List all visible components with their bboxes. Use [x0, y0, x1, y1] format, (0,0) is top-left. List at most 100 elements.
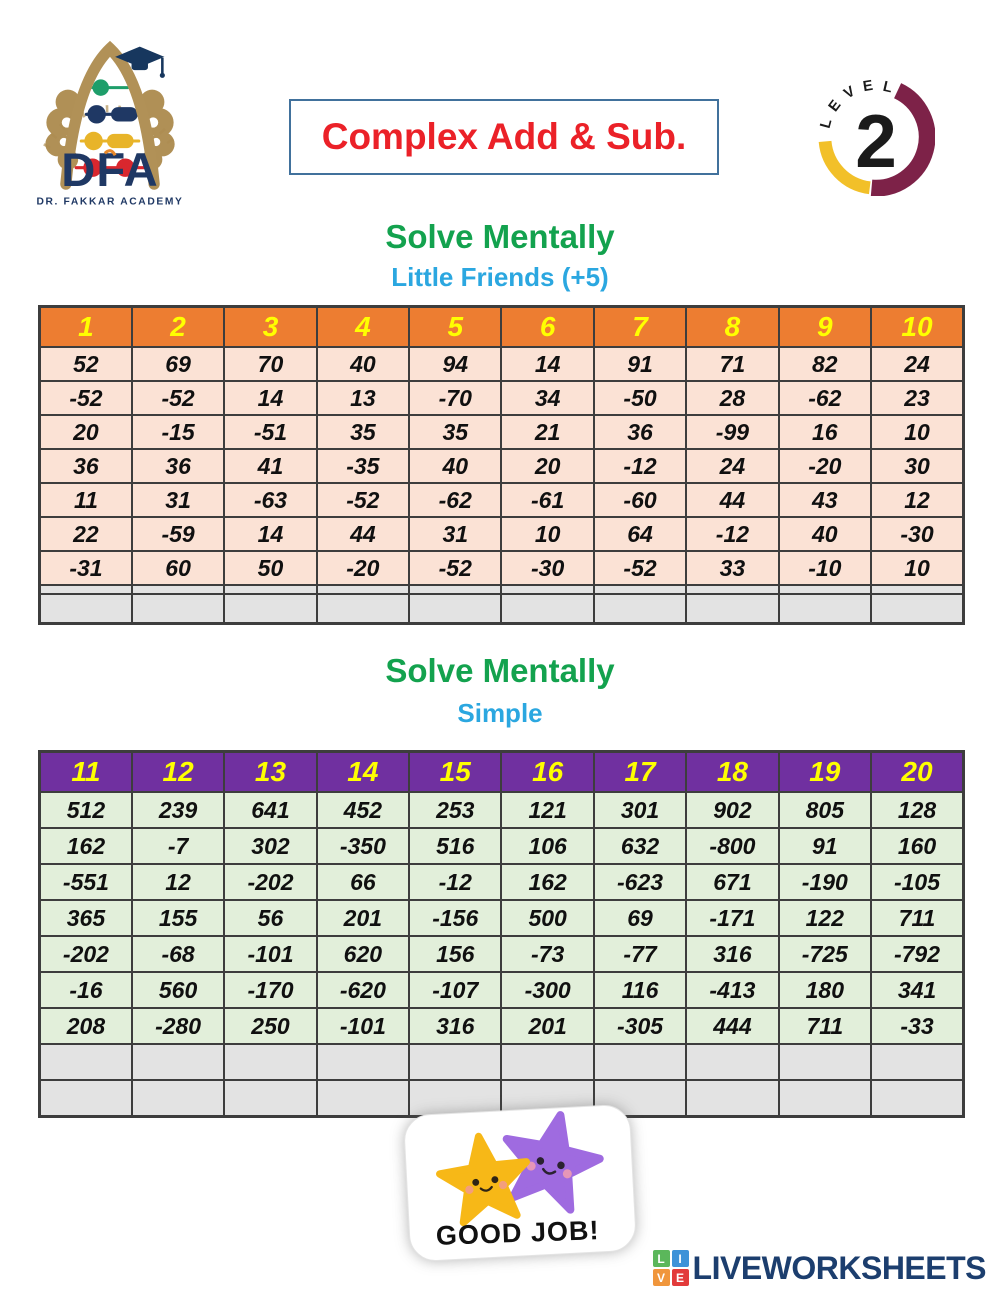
column-header: 5: [408, 305, 503, 348]
column-header: 11: [38, 750, 133, 793]
table-row: 22 -59 14 44 31 10 64 -12 40 -30: [38, 516, 965, 552]
number-cell: 106: [500, 827, 595, 865]
number-cell: 156: [408, 935, 503, 973]
answer-cell[interactable]: [38, 593, 133, 625]
answer-cell[interactable]: [315, 593, 411, 625]
number-cell: 71: [685, 346, 780, 382]
number-cell: 560: [130, 971, 226, 1009]
number-cell: 31: [130, 482, 226, 518]
answer-cell[interactable]: [130, 1079, 226, 1118]
number-cell: 12: [870, 482, 965, 518]
number-cell: 500: [500, 899, 595, 937]
number-cell: 44: [315, 516, 411, 552]
answer-cell[interactable]: [870, 1079, 965, 1118]
answer-cell[interactable]: [500, 593, 595, 625]
number-cell: -300: [500, 971, 595, 1009]
number-cell: -800: [685, 827, 780, 865]
answer-cell[interactable]: [685, 1079, 780, 1118]
badge-letter: E: [826, 97, 845, 115]
answer-cell[interactable]: [223, 1079, 318, 1118]
column-header: 1: [38, 305, 133, 348]
column-header: 15: [408, 750, 503, 793]
number-cell: -20: [777, 448, 873, 484]
worksheet-title-box: Complex Add & Sub.: [289, 99, 719, 175]
number-cell: -61: [500, 482, 595, 518]
answer-cell[interactable]: [777, 593, 873, 625]
good-job-sticker: GOOD JOB!: [397, 1100, 643, 1268]
number-cell: -12: [592, 448, 688, 484]
number-cell: -20: [315, 550, 411, 586]
liveworksheets-grid-icon: L I V E: [652, 1250, 689, 1286]
number-cell: -31: [38, 550, 133, 586]
number-cell: -10: [777, 550, 873, 586]
logo-subtitle-text: DR. FAKKAR ACADEMY: [36, 197, 183, 208]
table-row: 52 69 70 40 94 14 91 71 82 24: [38, 346, 965, 382]
number-cell: 36: [130, 448, 226, 484]
number-cell: -30: [870, 516, 965, 552]
number-cell: -12: [408, 863, 503, 901]
column-header: 2: [130, 305, 226, 348]
grid-letter: E: [671, 1269, 689, 1286]
answer-cell[interactable]: [223, 593, 318, 625]
number-cell: -725: [777, 935, 873, 973]
answer-cell[interactable]: [38, 1079, 133, 1118]
sticker-text: GOOD JOB!: [435, 1215, 599, 1251]
number-cell: -52: [38, 380, 133, 416]
dfa-logo-icon: DFA DR. FAKKAR ACADEMY: [36, 40, 183, 208]
answer-cell[interactable]: [870, 593, 965, 625]
table-simple: 11 12 13 14 15 16 17 18 19 20 512 239 641 452 253 121 3…: [38, 750, 965, 1118]
answer-cell[interactable]: [130, 593, 226, 625]
logo-brand-text: DFA: [61, 144, 158, 197]
answer-cell[interactable]: [408, 1079, 503, 1118]
column-header: 17: [592, 750, 688, 793]
number-cell: 40: [315, 346, 411, 382]
number-cell: 302: [223, 827, 318, 865]
column-header: 8: [685, 305, 780, 348]
column-header: 7: [592, 305, 688, 348]
grid-letter: L: [652, 1250, 670, 1267]
number-cell: -190: [777, 863, 873, 901]
answer-cell[interactable]: [685, 593, 780, 625]
number-cell: 10: [870, 550, 965, 586]
number-cell: 444: [685, 1007, 780, 1045]
answer-strip: [38, 584, 965, 595]
number-cell: 50: [223, 550, 318, 586]
number-cell: -792: [870, 935, 965, 973]
number-cell: 23: [870, 380, 965, 416]
number-cell: 70: [223, 346, 318, 382]
answer-cell[interactable]: [408, 593, 503, 625]
number-cell: -202: [223, 863, 318, 901]
number-cell: 239: [130, 791, 226, 829]
table-row: 36 36 41 -35 40 20 -12 24 -20 30: [38, 448, 965, 484]
number-cell: -7: [130, 827, 226, 865]
number-cell: 253: [408, 791, 503, 829]
number-cell: 250: [223, 1007, 318, 1045]
yellow-star-icon: [435, 1130, 533, 1225]
number-cell: 14: [500, 346, 595, 382]
number-cell: 94: [408, 346, 503, 382]
answer-cell[interactable]: [315, 1079, 411, 1118]
number-cell: 41: [223, 448, 318, 484]
number-cell: 22: [38, 516, 133, 552]
table-row: -31 60 50 -20 -52 -30 -52 33 -10 10: [38, 550, 965, 586]
answer-strip-cell: [315, 584, 411, 595]
number-cell: -101: [223, 935, 318, 973]
number-cell: -68: [130, 935, 226, 973]
answer-cell[interactable]: [777, 1079, 873, 1118]
number-cell: -623: [592, 863, 688, 901]
number-cell: 711: [777, 1007, 873, 1045]
table-row: -16 560 -170 -620 -107 -300 116 -413 180 341: [38, 971, 965, 1009]
section1-heading: Solve Mentally: [385, 218, 615, 255]
number-cell: -551: [38, 863, 133, 901]
number-cell: -50: [592, 380, 688, 416]
number-cell: 40: [408, 448, 503, 484]
number-cell: 30: [870, 448, 965, 484]
number-cell: 24: [870, 346, 965, 382]
badge-letter: L: [818, 117, 836, 130]
answer-strip-cell: [315, 1043, 411, 1081]
grid-letter: I: [671, 1250, 689, 1267]
number-cell: -413: [685, 971, 780, 1009]
answer-cell[interactable]: [592, 593, 688, 625]
number-cell: 34: [500, 380, 595, 416]
